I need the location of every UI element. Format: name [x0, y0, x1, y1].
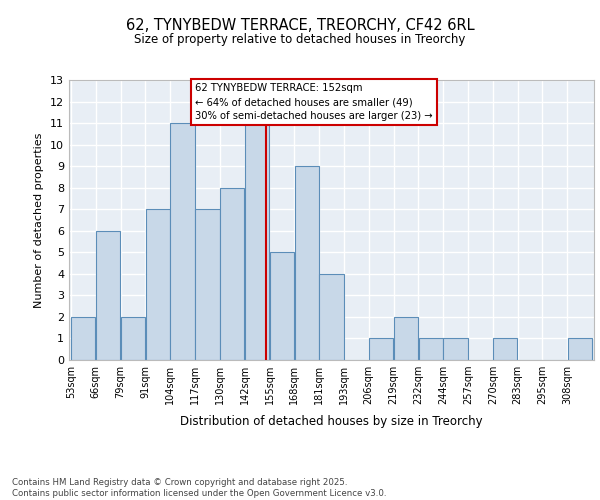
Text: 62 TYNYBEDW TERRACE: 152sqm
← 64% of detached houses are smaller (49)
30% of sem: 62 TYNYBEDW TERRACE: 152sqm ← 64% of det…: [195, 83, 433, 121]
Bar: [493, 338, 517, 360]
Bar: [295, 166, 319, 360]
Y-axis label: Number of detached properties: Number of detached properties: [34, 132, 44, 308]
Bar: [319, 274, 344, 360]
Bar: [220, 188, 244, 360]
Bar: [96, 231, 120, 360]
Bar: [568, 338, 592, 360]
Text: 62, TYNYBEDW TERRACE, TREORCHY, CF42 6RL: 62, TYNYBEDW TERRACE, TREORCHY, CF42 6RL: [125, 18, 475, 32]
Bar: [270, 252, 294, 360]
Bar: [443, 338, 468, 360]
Bar: [146, 209, 170, 360]
Bar: [71, 317, 95, 360]
Bar: [121, 317, 145, 360]
Bar: [369, 338, 393, 360]
Bar: [170, 123, 195, 360]
Bar: [195, 209, 220, 360]
Bar: [245, 123, 269, 360]
Text: Size of property relative to detached houses in Treorchy: Size of property relative to detached ho…: [134, 32, 466, 46]
Text: Contains HM Land Registry data © Crown copyright and database right 2025.
Contai: Contains HM Land Registry data © Crown c…: [12, 478, 386, 498]
Bar: [394, 317, 418, 360]
X-axis label: Distribution of detached houses by size in Treorchy: Distribution of detached houses by size …: [180, 416, 483, 428]
Bar: [419, 338, 443, 360]
